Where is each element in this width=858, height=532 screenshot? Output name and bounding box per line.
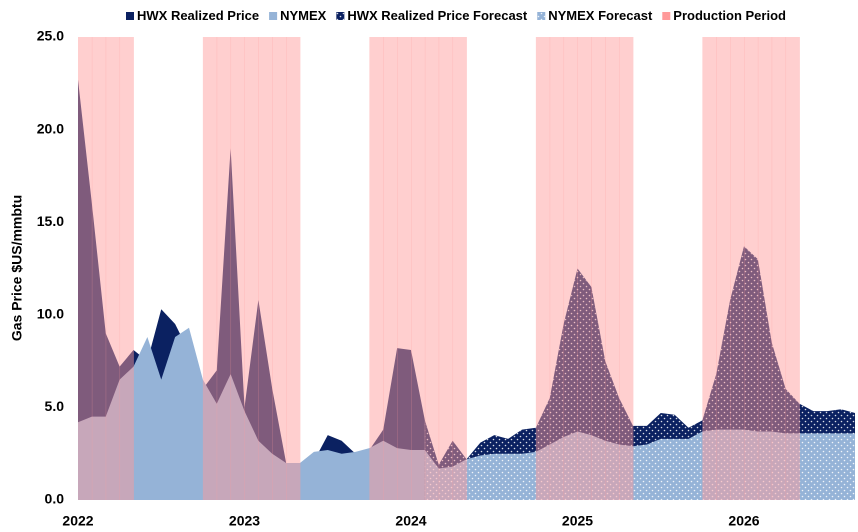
y-tick-label: 20.0: [37, 120, 64, 136]
production-band: [202, 37, 218, 500]
x-tick-label: 2025: [562, 513, 593, 529]
production-band: [383, 37, 398, 500]
production-band: [619, 37, 634, 500]
area-hatch: [424, 429, 855, 500]
production-band: [272, 37, 287, 500]
legend-swatch: [269, 12, 278, 20]
production-band: [397, 37, 412, 500]
production-band: [730, 37, 745, 500]
x-tick-label: 2026: [728, 513, 759, 529]
production-band: [230, 37, 245, 500]
production-band: [452, 37, 467, 500]
production-band: [785, 37, 800, 500]
y-axis-label: Gas Price $US/mmbtu: [9, 195, 25, 341]
production-band: [702, 37, 717, 500]
legend: HWX Realized Price NYMEX HWX Realized Pric…: [126, 8, 786, 23]
legend-swatch: [126, 12, 134, 20]
production-band: [286, 37, 301, 500]
legend-label: HWX Realized Price: [137, 8, 259, 23]
plot-area: [78, 37, 855, 500]
production-band: [258, 37, 273, 500]
x-tick-label: 2024: [395, 513, 426, 529]
production-band: [369, 37, 384, 500]
legend-label: HWX Realized Price Forecast: [347, 8, 528, 23]
y-tick-label: 15.0: [37, 213, 64, 229]
production-band: [605, 37, 620, 500]
legend-label: NYMEX Forecast: [548, 8, 653, 23]
x-tick-label: 2023: [229, 513, 260, 529]
production-band: [591, 37, 606, 500]
production-band: [757, 37, 773, 500]
production-band: [716, 37, 731, 500]
production-band: [119, 37, 134, 500]
production-band: [577, 37, 592, 500]
production-band: [563, 37, 578, 500]
production-band: [216, 37, 232, 500]
production-band: [411, 37, 426, 500]
y-tick-label: 25.0: [37, 28, 64, 44]
legend-swatch-hatch: [336, 12, 345, 20]
production-band: [535, 37, 551, 500]
area: [78, 327, 425, 500]
legend-label: NYMEX: [280, 8, 327, 23]
axes: 0.0 5.0 10.0 15.0 20.0 25.0 2022 2023 2024 2025 20…: [37, 28, 760, 529]
legend-swatch-hatch: [537, 12, 546, 20]
y-tick-label: 5.0: [45, 398, 65, 414]
y-tick-label: 10.0: [37, 306, 64, 322]
production-band: [549, 37, 565, 500]
x-tick-label: 2022: [62, 513, 93, 529]
production-band: [91, 37, 107, 500]
production-band: [105, 37, 121, 500]
production-band: [744, 37, 759, 500]
production-band: [78, 37, 93, 500]
production-band: [438, 37, 454, 500]
legend-label: Production Period: [673, 8, 786, 23]
production-band: [424, 37, 440, 500]
production-band: [244, 37, 259, 500]
production-band: [771, 37, 787, 500]
legend-swatch: [662, 12, 671, 20]
y-tick-label: 0.0: [45, 491, 65, 507]
